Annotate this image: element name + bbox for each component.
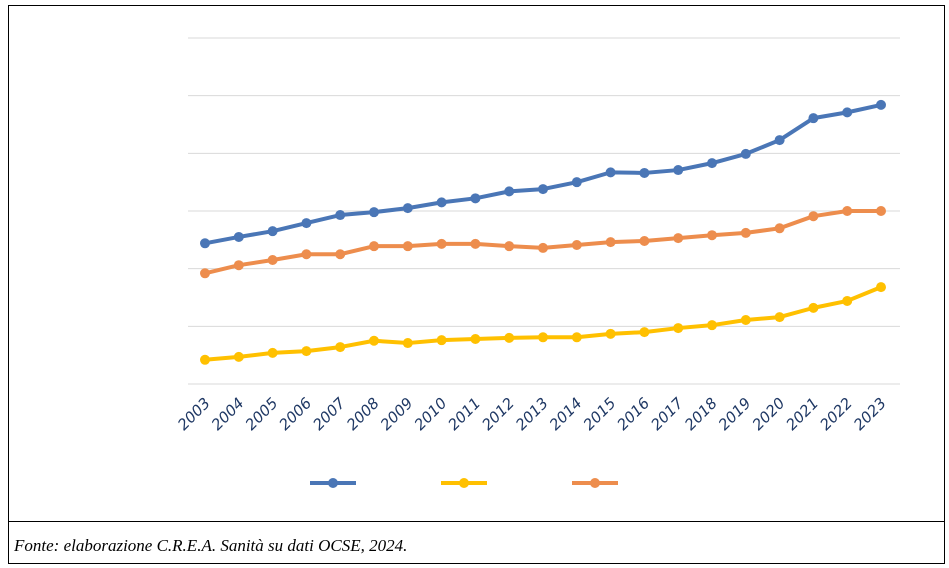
data-point [504, 241, 515, 252]
data-point [504, 332, 515, 343]
x-tick-label: 2022 [816, 394, 856, 434]
data-point [301, 218, 312, 229]
data-point [200, 354, 210, 365]
data-point [808, 113, 819, 124]
x-tick-label: 2003 [174, 394, 214, 434]
data-point [571, 177, 582, 188]
data-point [808, 211, 819, 222]
divider [8, 521, 945, 522]
x-tick-label: 2004 [208, 394, 248, 434]
data-point [369, 241, 379, 252]
x-tick-label: 2018 [681, 394, 721, 434]
data-point [605, 328, 616, 339]
x-tick-label: 2012 [478, 394, 518, 434]
data-point [538, 184, 548, 195]
data-point [808, 302, 819, 313]
data-point [402, 338, 413, 349]
chart: 2003200420052006200720082009201020112012… [174, 37, 900, 488]
frame [8, 5, 945, 564]
data-point [335, 342, 346, 353]
data-point [876, 206, 886, 216]
data-point [233, 351, 244, 362]
data-point [707, 230, 717, 241]
data-point [335, 249, 346, 260]
data-point [842, 107, 853, 118]
x-tick-label: 2019 [715, 394, 755, 434]
data-point [774, 135, 785, 146]
data-point [774, 312, 785, 323]
data-point [470, 193, 481, 204]
data-point [436, 335, 447, 346]
data-point [538, 332, 548, 343]
x-tick-label: 2015 [580, 394, 620, 434]
data-point [842, 206, 853, 216]
data-point [639, 235, 650, 246]
legend-marker [590, 478, 600, 488]
data-point [774, 223, 785, 234]
data-point [470, 238, 481, 249]
x-tick-label: 2008 [343, 394, 383, 434]
data-point [267, 347, 278, 358]
data-point [639, 167, 650, 178]
x-tick-label: 2017 [647, 394, 687, 434]
data-point [369, 335, 379, 346]
data-point [605, 237, 616, 248]
x-tick-label: 2005 [242, 394, 282, 434]
x-tick-label: 2010 [411, 394, 451, 434]
data-point [267, 255, 278, 266]
legend-marker [328, 478, 338, 488]
data-point [740, 227, 751, 238]
data-point [335, 210, 346, 221]
x-tick-label: 2013 [512, 394, 552, 434]
data-point [707, 158, 717, 169]
x-tick-label: 2023 [850, 394, 890, 434]
data-point [301, 249, 312, 260]
data-point [233, 260, 244, 271]
data-point [267, 226, 278, 237]
x-tick-label: 2011 [444, 394, 484, 434]
data-point [876, 99, 886, 110]
data-point [571, 240, 582, 251]
data-point [740, 314, 751, 325]
x-tick-label: 2006 [275, 394, 315, 434]
data-point [639, 327, 650, 338]
data-point [876, 282, 886, 293]
data-point [200, 238, 210, 249]
data-point [470, 334, 481, 345]
legend-marker [459, 478, 469, 488]
data-point [571, 332, 582, 343]
data-point [673, 233, 684, 244]
data-point [233, 231, 244, 242]
x-tick-label: 2014 [546, 394, 586, 434]
data-point [436, 197, 447, 208]
data-point [301, 346, 312, 357]
data-point [436, 238, 447, 249]
data-point [402, 203, 413, 214]
x-tick-label: 2020 [749, 394, 789, 434]
data-point [538, 242, 548, 253]
x-tick-label: 2007 [309, 394, 349, 434]
x-tick-label: 2016 [613, 394, 653, 434]
data-point [673, 323, 684, 334]
data-point [369, 207, 379, 218]
data-point [842, 295, 853, 306]
data-point [402, 241, 413, 252]
data-point [673, 165, 684, 176]
data-point [200, 268, 210, 279]
data-point [707, 320, 717, 331]
data-point [605, 167, 616, 178]
data-point [504, 186, 515, 197]
source-note: Fonte: elaborazione C.R.E.A. Sanità su d… [14, 536, 408, 555]
x-tick-label: 2021 [782, 394, 822, 434]
data-point [740, 148, 751, 159]
x-tick-label: 2009 [377, 394, 417, 434]
